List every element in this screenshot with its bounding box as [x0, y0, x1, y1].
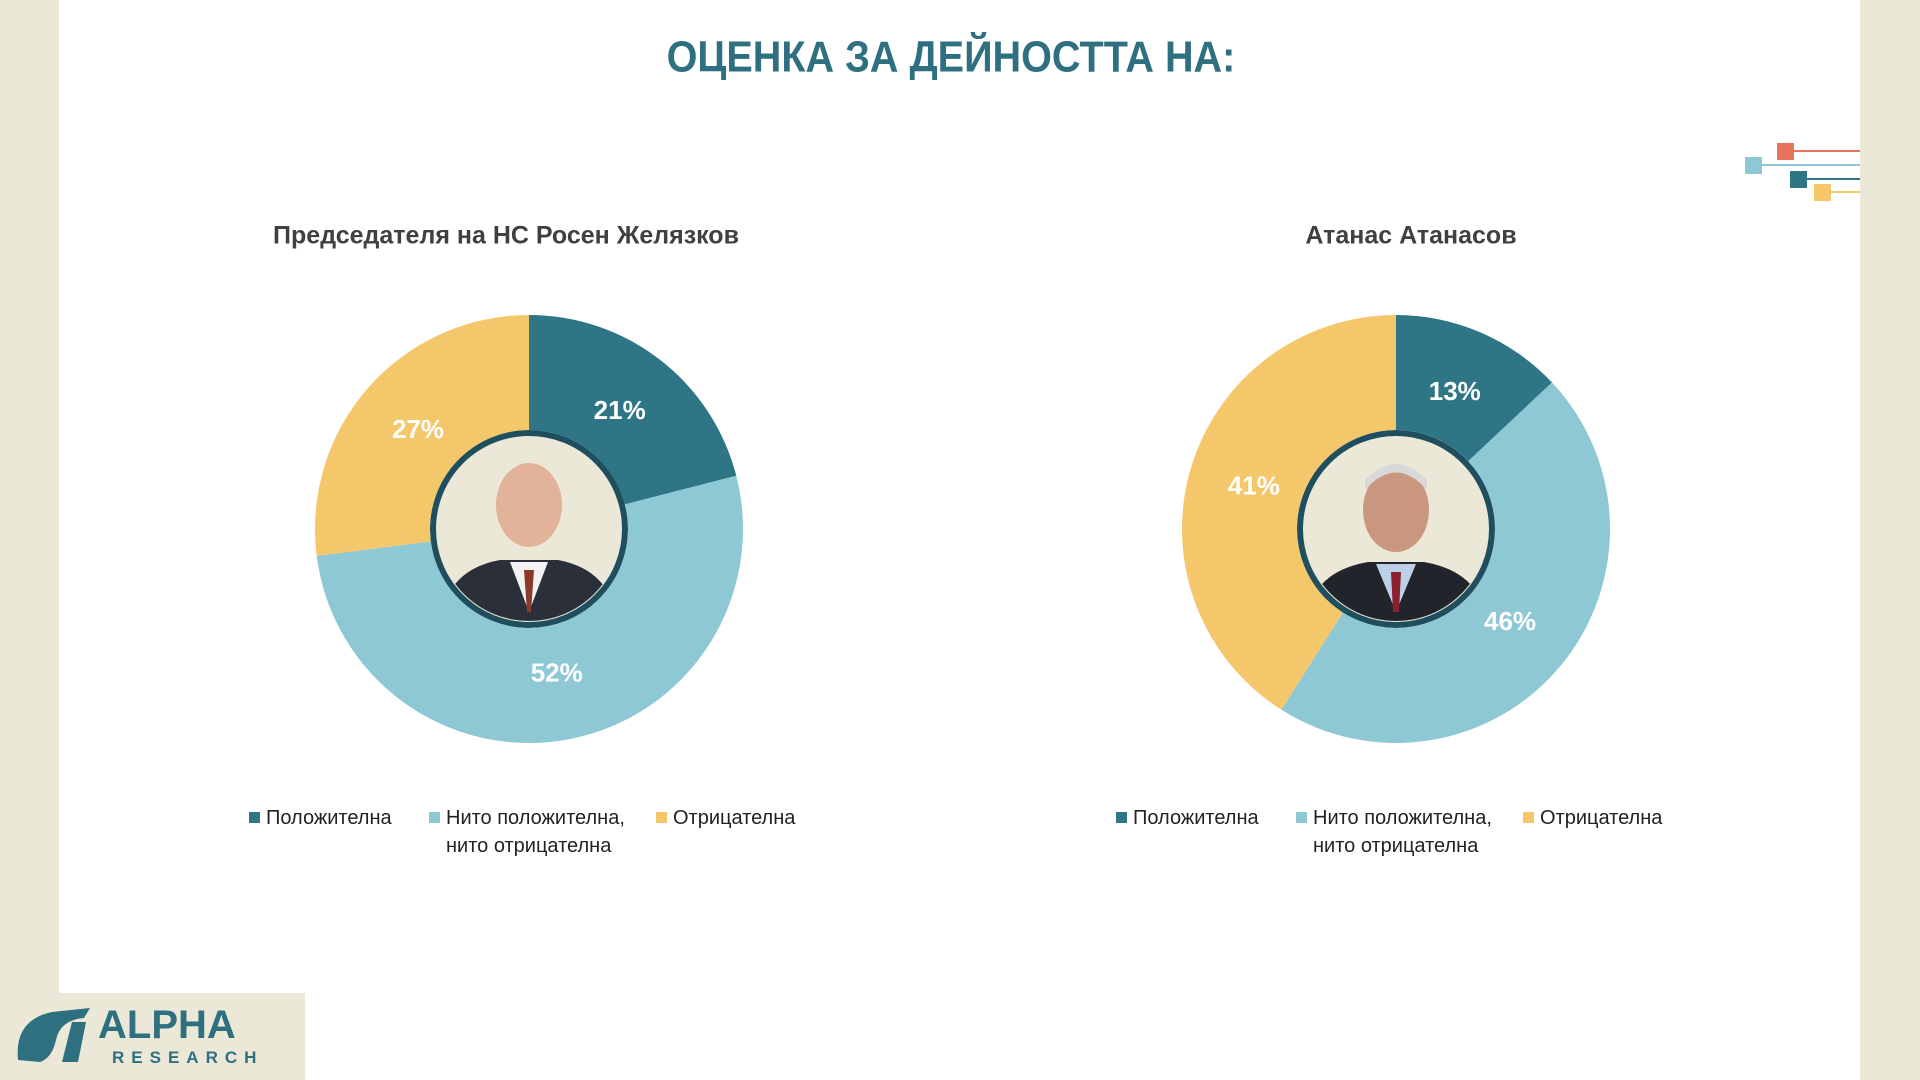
legend-swatch — [429, 812, 440, 823]
legend-item: Нито положителна, нито отрицателна — [1296, 804, 1498, 860]
legend-item: Положителна — [1116, 804, 1259, 832]
legend-item: Положителна — [249, 804, 392, 832]
left-strip — [0, 0, 59, 1080]
right-strip — [1860, 0, 1920, 1080]
data-label: 21% — [594, 395, 646, 425]
photo — [1297, 430, 1495, 628]
legend-swatch — [249, 812, 260, 823]
legend-swatch — [656, 812, 667, 823]
data-label: 13% — [1429, 376, 1481, 406]
donut-slice — [314, 315, 529, 556]
donut-slice — [1182, 315, 1396, 710]
legend-label: Отрицателна — [673, 807, 796, 829]
logo: ALPHA RESEARCH — [0, 993, 305, 1080]
chart-title: Председателя на НС Росен Желязков — [273, 222, 739, 250]
legend-swatch — [1116, 812, 1127, 823]
donut-slice — [1281, 382, 1610, 743]
data-label: 27% — [392, 414, 444, 444]
chart-title: Атанас Атанасов — [1305, 222, 1516, 250]
legend-label: Положителна — [1133, 807, 1259, 829]
legend-label: Отрицателна — [1540, 807, 1663, 829]
decoration — [1745, 143, 1860, 201]
logo-name: ALPHA — [98, 1003, 236, 1047]
legend-item: Отрицателна — [656, 804, 795, 832]
logo-tagline: RESEARCH — [112, 1048, 263, 1067]
legend-label: Нито положителна, нито отрицателна — [1313, 807, 1492, 857]
legend-item: Отрицателна — [1523, 804, 1662, 832]
legend-label: Положителна — [266, 807, 392, 829]
data-label: 52% — [531, 657, 583, 687]
data-label: 46% — [1484, 606, 1536, 636]
donut-slice — [316, 475, 744, 744]
legend-swatch — [1523, 812, 1534, 823]
legend-item: Нито положителна, нито отрицателна — [429, 804, 631, 860]
data-label: 41% — [1228, 471, 1280, 501]
legend-label: Нито положителна, нито отрицателна — [446, 807, 625, 857]
page-title: ОЦЕНКА ЗА ДЕЙНОСТТА НА: — [667, 31, 1236, 81]
donut-slice — [529, 315, 737, 505]
legend-swatch — [1296, 812, 1307, 823]
donut-slice — [1396, 315, 1552, 462]
photo — [430, 430, 628, 628]
